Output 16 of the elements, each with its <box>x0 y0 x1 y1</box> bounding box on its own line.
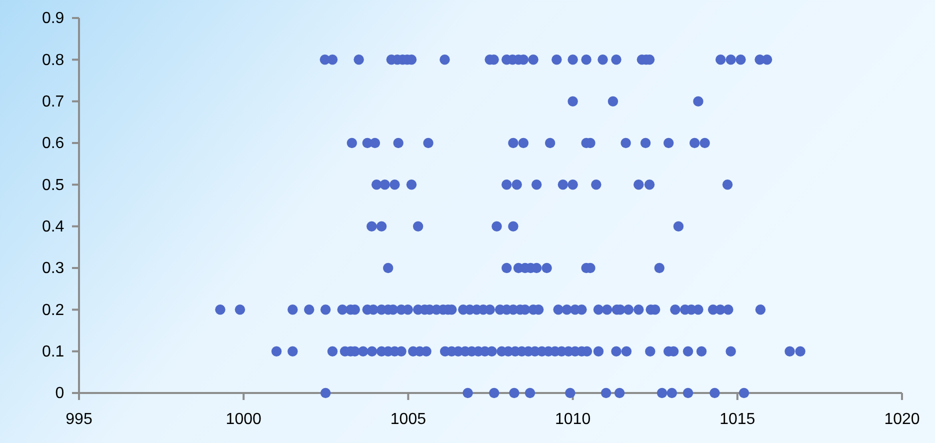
x-tick-label: 1010 <box>555 410 591 428</box>
y-tick-label: 0.5 <box>42 176 64 194</box>
y-tick-label: 0.9 <box>42 10 64 28</box>
x-tick-label: 1005 <box>390 410 426 428</box>
y-tick-label: 0.8 <box>42 52 64 69</box>
y-tick-label: 0.6 <box>42 135 64 152</box>
y-tick-label: 0.4 <box>42 218 64 236</box>
y-tick-label: 0 <box>55 385 64 402</box>
y-tick-label: 0.2 <box>42 302 64 319</box>
x-tick-label: 1020 <box>884 410 920 428</box>
y-tick-label: 0.1 <box>42 343 64 360</box>
x-tick-label: 995 <box>66 410 92 428</box>
y-tick-label: 0.7 <box>42 93 64 110</box>
y-tick-label: 0.3 <box>42 260 64 278</box>
x-tick-label: 1000 <box>226 410 262 428</box>
x-tick-label: 1015 <box>720 410 756 428</box>
